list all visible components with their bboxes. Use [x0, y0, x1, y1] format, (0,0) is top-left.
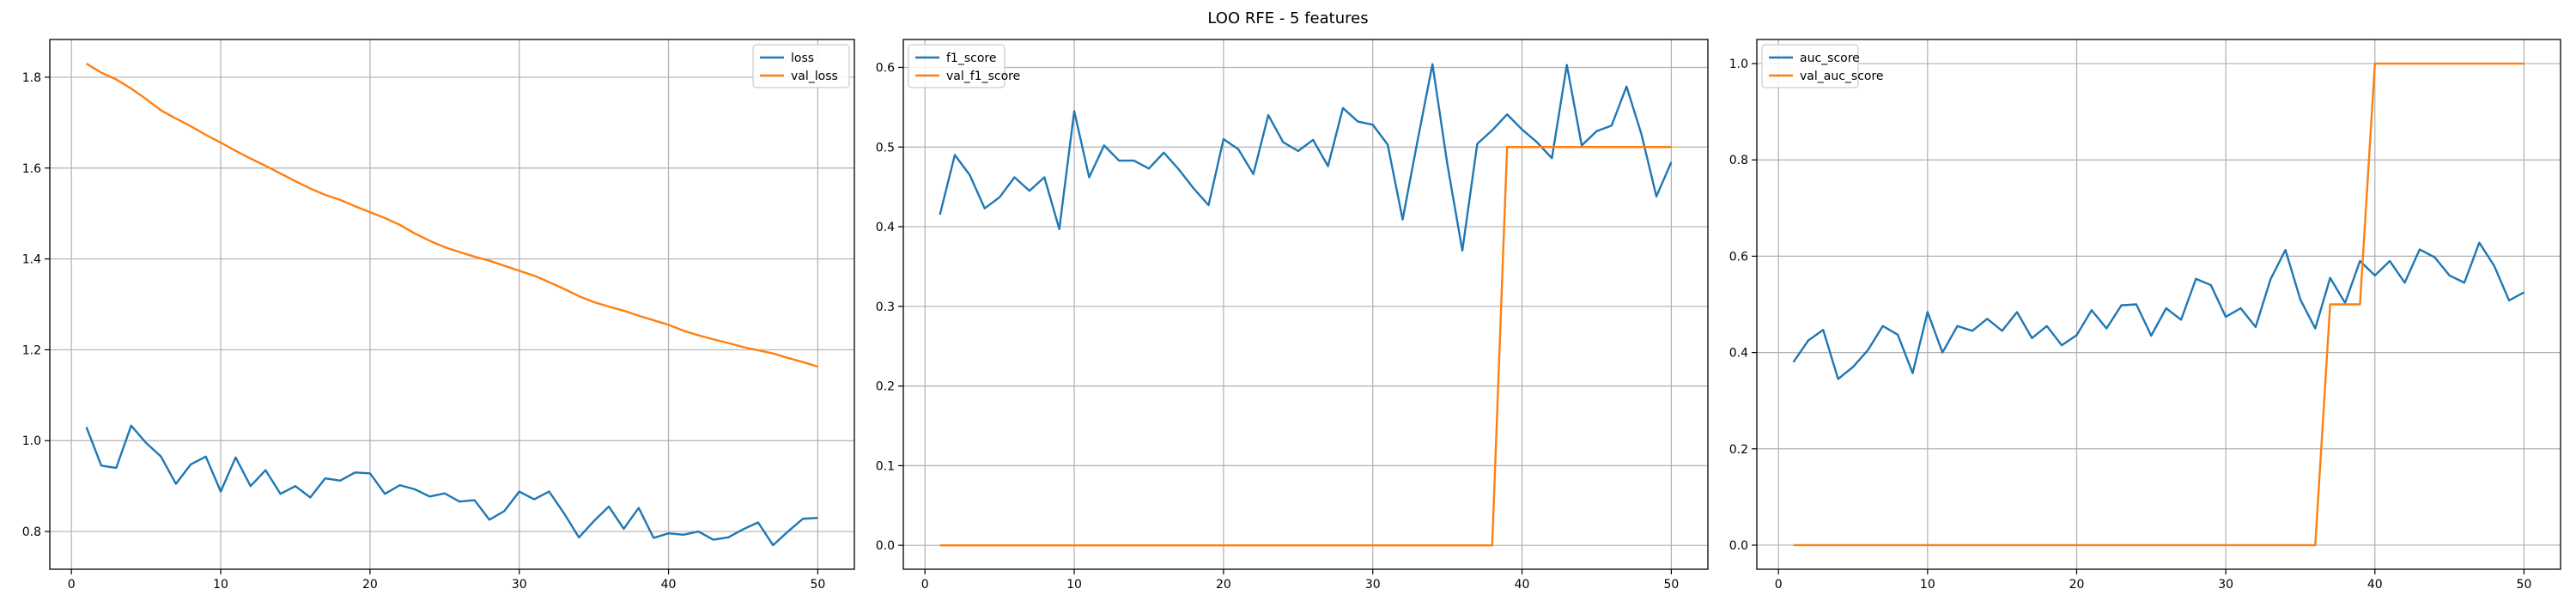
series-line-auc_score [1792, 241, 2525, 380]
x-tick-label: 0 [1775, 578, 1783, 592]
subplot-2: 0 10 20 30 40 50 0.0 0.1 0.2 0.3 0.4 0.5 0.6 f1_score… [876, 39, 1709, 592]
x-tick-label: 10 [213, 578, 228, 592]
y-tick-label: 1.0 [22, 434, 41, 448]
legend-label: val_f1_score [946, 70, 1020, 83]
y-tick-label: 0.4 [876, 221, 895, 234]
series-line-f1_score [939, 63, 1673, 252]
y-tick-label: 0.0 [1729, 539, 1748, 553]
x-tick-label: 10 [1066, 578, 1082, 592]
legend-box [1761, 44, 1859, 88]
y-tick-label: 0.3 [876, 300, 895, 314]
y-tick-label: 0.8 [1729, 154, 1748, 167]
x-tick-label: 20 [362, 578, 378, 592]
y-tick-label: 1.4 [22, 253, 41, 267]
x-tick-label: 50 [1663, 578, 1679, 592]
x-tick-label: 20 [1216, 578, 1231, 592]
x-tick-label: 0 [68, 578, 76, 592]
series-line-loss [85, 424, 818, 547]
y-tick-label: 0.4 [1729, 347, 1748, 361]
legend-label: f1_score [946, 52, 996, 65]
y-tick-label: 0.6 [876, 61, 895, 75]
y-tick-label: 0.1 [876, 459, 895, 473]
x-tick-label: 10 [1920, 578, 1935, 592]
x-tick-label: 40 [661, 578, 677, 592]
x-tick-label: 40 [1515, 578, 1530, 592]
legend: f1_score val_f1_score [908, 44, 1020, 88]
figure-suptitle: LOO RFE - 5 features [1207, 9, 1368, 27]
y-tick-label: 0.6 [1729, 250, 1748, 264]
y-tick-label: 0.2 [876, 380, 895, 394]
y-tick-label: 0.0 [876, 539, 895, 553]
x-tick-label: 30 [1365, 578, 1381, 592]
series-line-val_auc_score [1793, 62, 2524, 547]
axes-frame [902, 39, 1709, 570]
x-tick-label: 30 [2218, 578, 2233, 592]
series-line-val_f1_score [939, 146, 1672, 547]
y-tick-label: 1.0 [1729, 58, 1748, 71]
axes-frame [1756, 39, 2561, 570]
legend-label: val_auc_score [1800, 70, 1884, 83]
subplot-1: 0 10 20 30 40 50 0.8 1.0 1.2 1.4 1.6 1.8 loss val_los… [22, 39, 855, 592]
axes-frame [49, 39, 855, 570]
x-tick-label: 40 [2367, 578, 2383, 592]
legend-box [752, 44, 850, 88]
subplots: 0 10 20 30 40 50 0.8 1.0 1.2 1.4 1.6 1.8 loss val_los… [22, 39, 2561, 592]
legend: auc_score val_auc_score [1761, 44, 1884, 88]
legend-box [908, 44, 1005, 88]
y-tick-label: 0.5 [876, 141, 895, 155]
x-tick-label: 50 [810, 578, 825, 592]
series-line-val_loss [85, 63, 818, 368]
y-tick-label: 1.6 [22, 162, 41, 176]
x-tick-label: 0 [921, 578, 929, 592]
legend-label: loss [791, 52, 814, 65]
y-tick-label: 0.8 [22, 525, 41, 539]
x-tick-label: 50 [2517, 578, 2532, 592]
x-tick-label: 20 [2069, 578, 2085, 592]
y-tick-label: 1.2 [22, 343, 41, 357]
y-tick-label: 0.2 [1729, 443, 1748, 457]
x-tick-label: 30 [512, 578, 527, 592]
legend: loss val_loss [752, 44, 850, 88]
subplot-3: 0 10 20 30 40 50 0.0 0.2 0.4 0.6 0.8 1.0 auc_scoreva… [1729, 39, 2561, 592]
legend-label: auc_score [1800, 52, 1860, 65]
legend-label: val_loss [791, 70, 838, 83]
y-tick-label: 1.8 [22, 71, 41, 85]
